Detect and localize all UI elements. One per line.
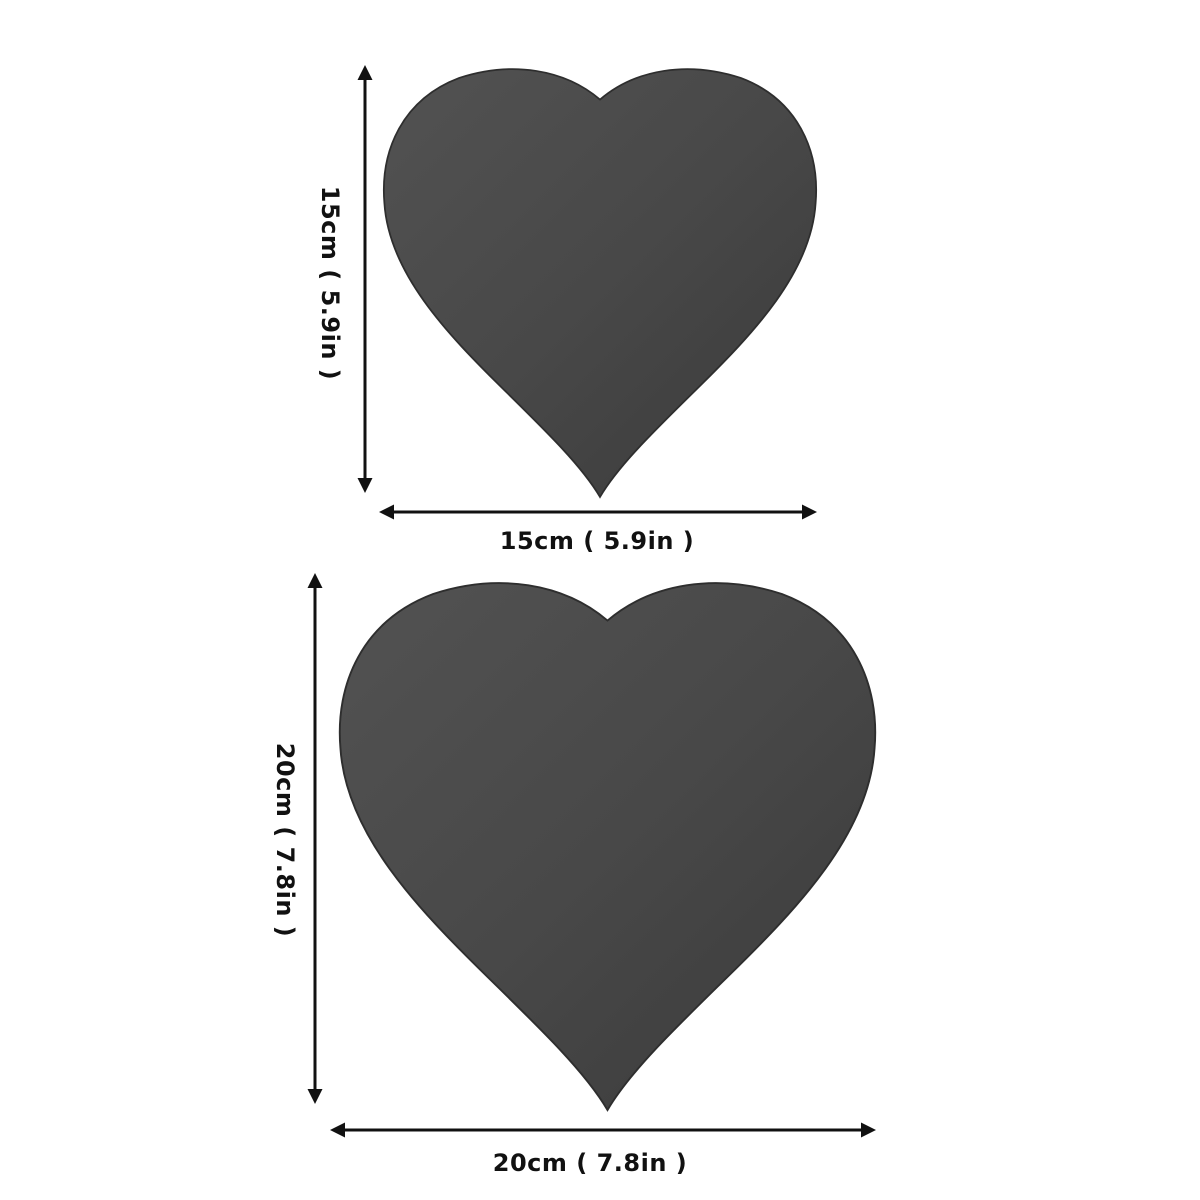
small-heart-slate: [384, 69, 816, 497]
small-width-label: 15cm ( 5.9in ): [499, 527, 695, 555]
large-heart-slate: [340, 583, 875, 1110]
small-height-label: 15cm ( 5.9in ): [316, 185, 344, 381]
large-width-label: 20cm ( 7.8in ): [492, 1149, 688, 1177]
large-height-label: 20cm ( 7.8in ): [271, 742, 299, 938]
